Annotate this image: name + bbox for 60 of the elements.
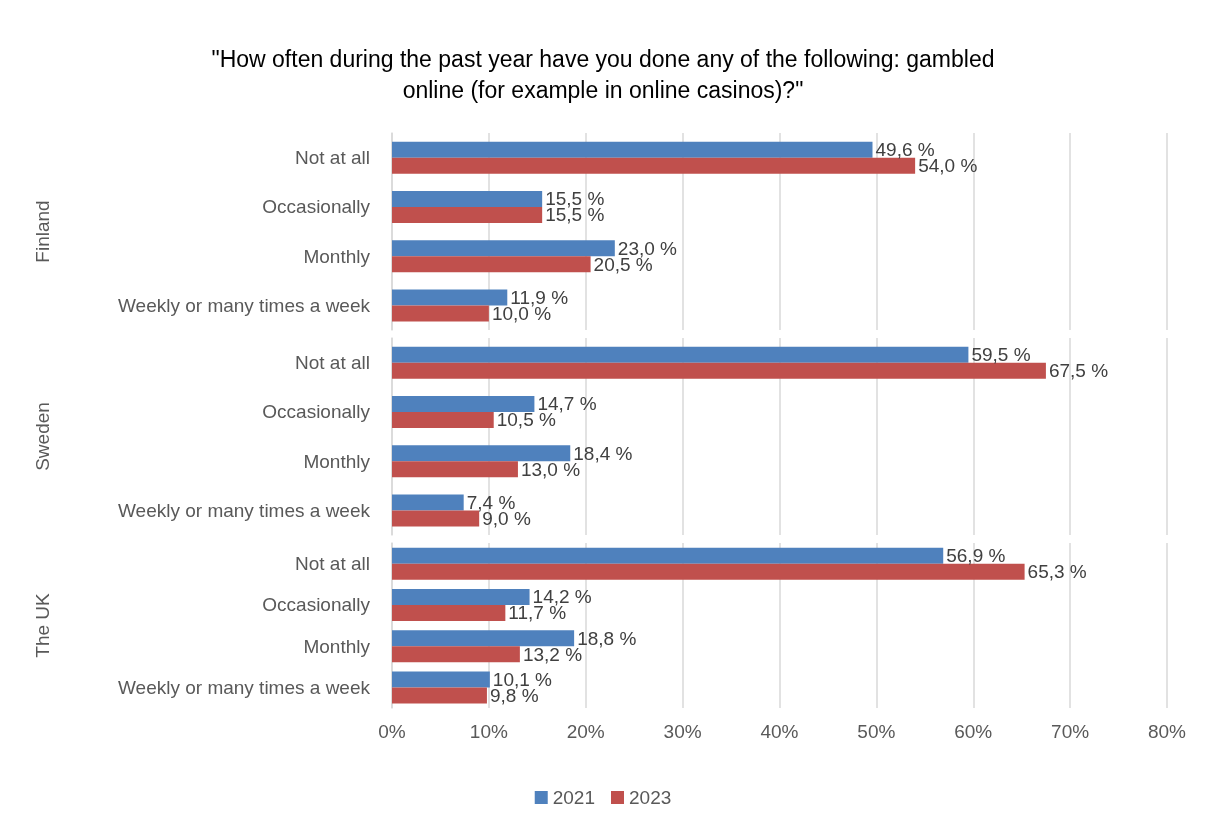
data-label: 18,8 % <box>577 627 637 649</box>
y-tick-label: Not at all <box>295 147 370 169</box>
legend-label: 2021 <box>552 787 596 808</box>
bar <box>392 588 530 605</box>
bar <box>392 494 464 511</box>
y-tick-label: Occasionally <box>262 196 371 218</box>
y-tick-label: Not at all <box>295 553 370 575</box>
x-tick-label: 40% <box>760 721 799 742</box>
bar <box>392 289 508 306</box>
bar <box>392 256 591 273</box>
bar <box>392 362 1046 379</box>
y-tick-label: Weekly or many times a week <box>117 676 371 698</box>
data-label: 65,3 % <box>1027 561 1087 583</box>
y-axis-title: Sweden <box>32 402 53 471</box>
bar <box>392 190 543 207</box>
bar <box>392 461 518 478</box>
bar <box>392 411 494 428</box>
data-label: 56,9 % <box>946 545 1006 567</box>
y-tick-label: Weekly or many times a week <box>117 294 371 316</box>
y-tick-label: Not at all <box>295 352 370 374</box>
data-label: 59,5 % <box>971 344 1031 366</box>
bar <box>392 157 916 174</box>
data-label: 7,4 % <box>466 491 516 513</box>
data-label: 67,5 % <box>1048 360 1109 382</box>
x-tick-label: 60% <box>954 721 993 742</box>
y-tick-label: Occasionally <box>262 594 371 616</box>
bar <box>392 305 489 322</box>
legend-label: 2023 <box>629 787 672 808</box>
x-tick-label: 30% <box>663 721 702 742</box>
bar <box>392 630 575 647</box>
y-tick-label: Monthly <box>303 450 371 472</box>
bar <box>392 141 873 158</box>
data-label: 54,0 % <box>918 155 978 177</box>
y-axis-title: Finland <box>32 200 53 263</box>
x-tick-label: 10% <box>469 721 508 742</box>
bar <box>392 240 615 257</box>
bar <box>392 206 543 223</box>
data-label: 10,5 % <box>496 409 556 431</box>
y-tick-label: Monthly <box>303 245 371 267</box>
x-tick-label: 70% <box>1051 721 1090 742</box>
bar <box>392 687 487 704</box>
y-axis-title: The UK <box>32 592 53 658</box>
chart-title: "How often during the past year have you done any of the following: gambled online (for example in online casinos)?" <box>211 45 995 103</box>
bar <box>392 563 1025 580</box>
bar <box>392 445 571 462</box>
x-tick-label: 20% <box>566 721 605 742</box>
bar <box>392 547 944 564</box>
bar <box>392 604 506 621</box>
x-tick-label: 50% <box>857 721 896 742</box>
bar <box>392 646 520 663</box>
bar <box>392 395 535 412</box>
bar <box>392 346 969 363</box>
y-tick-label: Monthly <box>303 635 371 657</box>
data-label: 18,4 % <box>573 442 633 464</box>
y-tick-label: Weekly or many times a week <box>117 499 371 521</box>
bar <box>392 671 490 688</box>
x-tick-label: 80% <box>1147 721 1187 742</box>
x-tick-label: 0% <box>378 721 406 742</box>
bar <box>392 510 480 527</box>
y-tick-label: Occasionally <box>262 401 371 423</box>
